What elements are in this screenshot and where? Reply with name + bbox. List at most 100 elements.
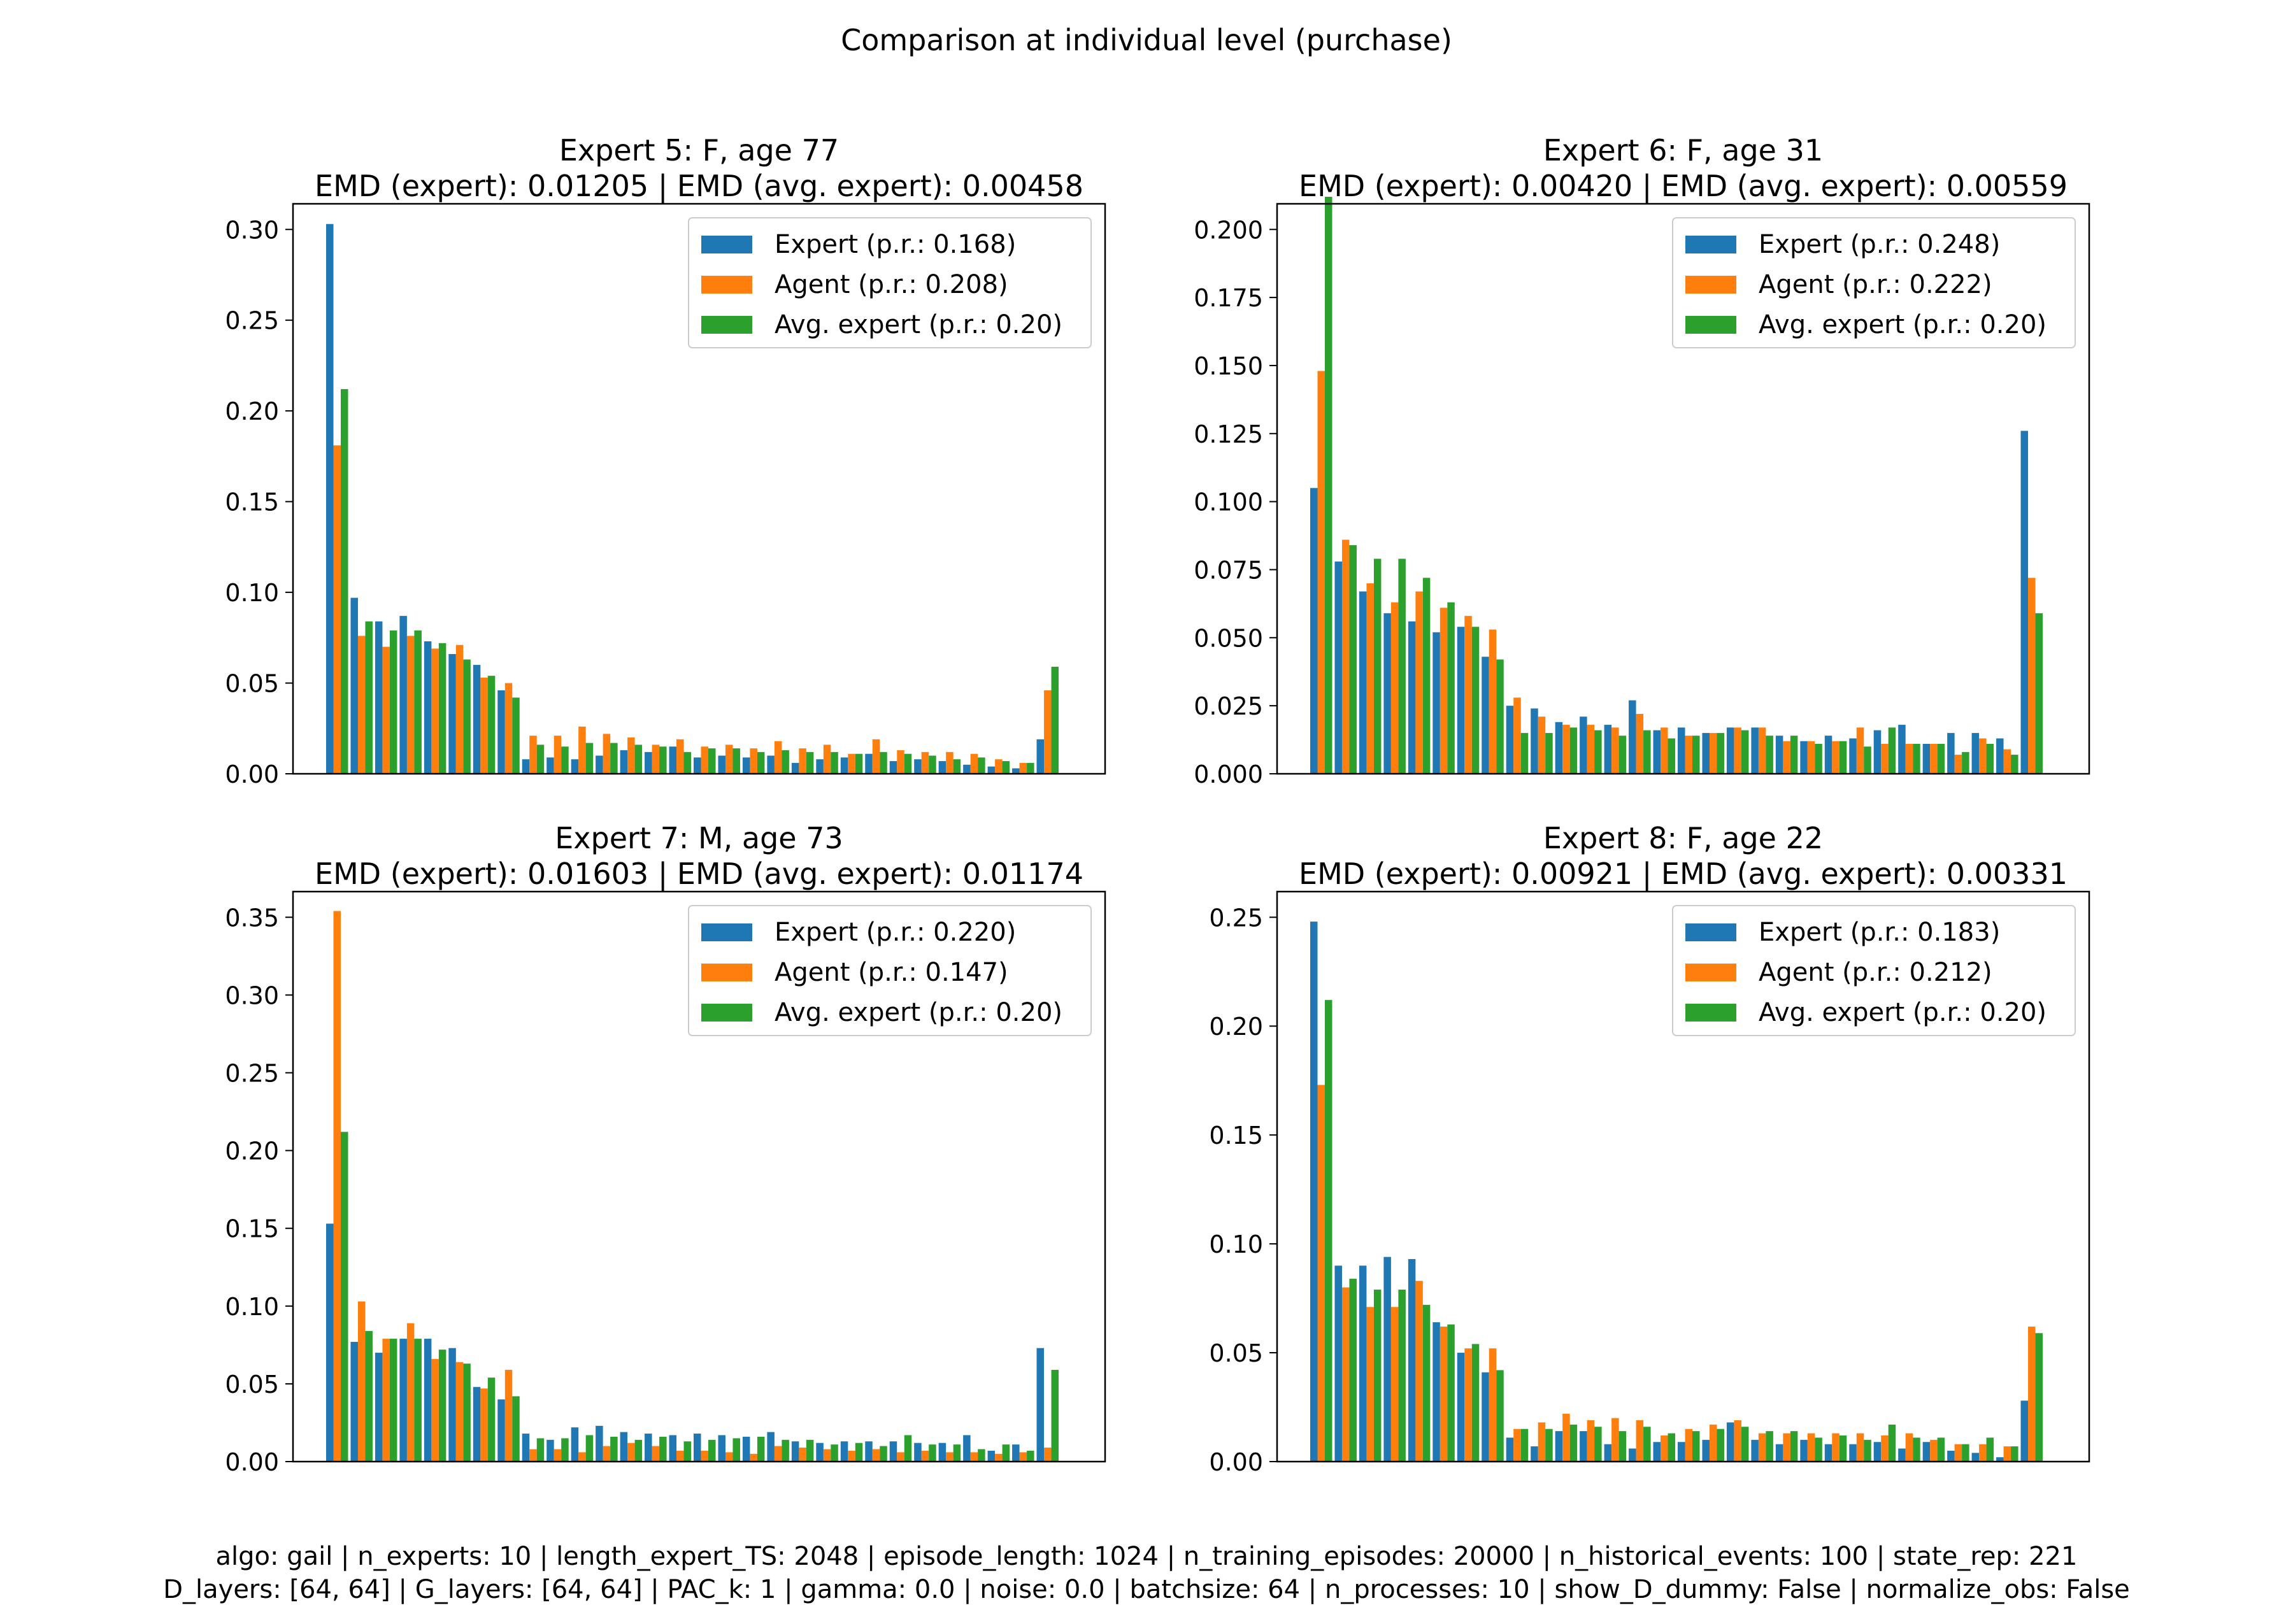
chart-title: Expert 8: F, age 22: [1543, 821, 1823, 855]
bar-avg-expert: [1741, 730, 1749, 774]
bar-expert: [546, 1439, 554, 1462]
bar-avg-expert: [732, 1438, 740, 1462]
bar-agent: [1661, 1435, 1668, 1462]
bar-expert: [1775, 1444, 1783, 1462]
bar-expert: [1580, 1431, 1587, 1462]
chart-subtitle: EMD (expert): 0.00420 | EMD (avg. expert…: [1299, 169, 2068, 204]
bar-avg-expert: [757, 1436, 765, 1462]
bar-agent: [1366, 1307, 1374, 1462]
bar-avg-expert: [585, 1435, 594, 1462]
bar-expert: [865, 753, 873, 774]
bar-expert: [1971, 732, 1980, 774]
bar-expert: [571, 759, 579, 774]
bar-agent: [1562, 1413, 1570, 1462]
bar-expert: [620, 750, 628, 774]
bar-expert: [1604, 725, 1612, 774]
bar-expert: [1334, 561, 1342, 774]
bar-agent: [774, 741, 782, 774]
y-tick-label: 0.20: [225, 1137, 279, 1165]
bar-agent: [1464, 1348, 1472, 1462]
bar-expert: [1310, 488, 1318, 774]
bar-avg-expert: [561, 1438, 569, 1462]
bar-expert: [424, 641, 432, 774]
bar-avg-expert: [978, 1449, 985, 1462]
bar-agent: [1562, 725, 1570, 774]
bar-agent: [1019, 762, 1027, 774]
bar-agent: [970, 1452, 978, 1462]
y-tick-label: 0.05: [225, 1371, 279, 1399]
bar-expert: [742, 757, 750, 774]
y-tick-label: 0.15: [1209, 1122, 1263, 1150]
chart-subtitle: EMD (expert): 0.01205 | EMD (avg. expert…: [315, 169, 1083, 204]
bar-expert: [1971, 1453, 1980, 1462]
bar-avg-expert: [1815, 743, 1822, 774]
bar-avg-expert: [1545, 1428, 1553, 1462]
bar-agent: [1685, 736, 1692, 774]
bar-avg-expert: [806, 1439, 814, 1462]
footer-line-2: D_layers: [64, 64] | G_layers: [64, 64] …: [163, 1575, 2130, 1604]
bar-expert: [1482, 1372, 1489, 1462]
legend-swatch: [1685, 316, 1736, 334]
bar-expert: [1012, 1444, 1020, 1462]
bar-expert: [669, 746, 677, 774]
bar-avg-expert: [1717, 732, 1724, 774]
bar-agent: [603, 1446, 611, 1462]
bar-agent: [701, 746, 708, 774]
bar-avg-expert: [1349, 545, 1357, 774]
bar-agent: [1832, 1433, 1839, 1462]
legend: [688, 905, 1092, 1036]
bar-avg-expert: [536, 1438, 545, 1462]
bar-avg-expert: [1398, 1289, 1406, 1462]
bar-avg-expert: [1766, 1431, 1773, 1462]
legend-swatch: [1685, 236, 1736, 253]
bar-expert: [791, 762, 799, 774]
bar-avg-expert: [561, 746, 569, 774]
bar-expert: [1849, 1444, 1857, 1462]
bar-expert: [987, 766, 996, 774]
bar-expert: [1898, 1448, 1906, 1462]
bar-avg-expert: [855, 753, 863, 774]
bar-avg-expert: [512, 697, 520, 774]
legend-label: Avg. expert (p.r.: 0.20): [1759, 310, 2047, 339]
bar-avg-expert: [1937, 1437, 1945, 1462]
bar-agent: [2003, 1446, 2011, 1462]
legend-label: Avg. expert (p.r.: 0.20): [775, 998, 1062, 1027]
bar-expert: [350, 597, 358, 774]
legend-swatch: [701, 1004, 752, 1022]
bar-agent: [333, 445, 341, 774]
bar-avg-expert: [1864, 746, 1871, 774]
bar-expert: [1678, 727, 1685, 774]
bar-expert: [1432, 632, 1440, 774]
bar-expert: [497, 1399, 505, 1462]
bar-agent: [1489, 1348, 1497, 1462]
bar-expert: [1678, 1442, 1685, 1462]
bar-expert: [816, 1442, 824, 1462]
bar-avg-expert: [365, 621, 373, 774]
bar-avg-expert: [634, 1439, 643, 1462]
bar-expert: [1726, 1422, 1734, 1462]
bar-agent: [799, 1448, 806, 1462]
legend-swatch: [1685, 964, 1736, 981]
bar-agent: [1832, 741, 1839, 774]
bar-avg-expert: [880, 751, 887, 774]
bar-avg-expert: [2011, 755, 2018, 774]
bar-expert: [694, 757, 701, 774]
bar-expert: [1531, 1446, 1538, 1462]
bar-agent: [1758, 1433, 1766, 1462]
bar-agent: [627, 1442, 635, 1462]
bar-avg-expert: [659, 1436, 667, 1462]
bar-agent: [603, 734, 611, 774]
bar-expert: [1726, 727, 1734, 774]
bar-expert: [1922, 1442, 1931, 1462]
bar-agent: [1317, 1085, 1325, 1462]
y-tick-label: 0.10: [1209, 1230, 1263, 1258]
bar-avg-expert: [1790, 736, 1798, 774]
bar-agent: [1611, 1418, 1619, 1462]
bar-avg-expert: [782, 750, 789, 774]
legend-swatch: [701, 923, 752, 941]
bar-expert: [840, 757, 848, 774]
bar-avg-expert: [1668, 738, 1676, 774]
bar-agent: [897, 1452, 904, 1462]
bar-avg-expert: [1643, 1427, 1651, 1462]
